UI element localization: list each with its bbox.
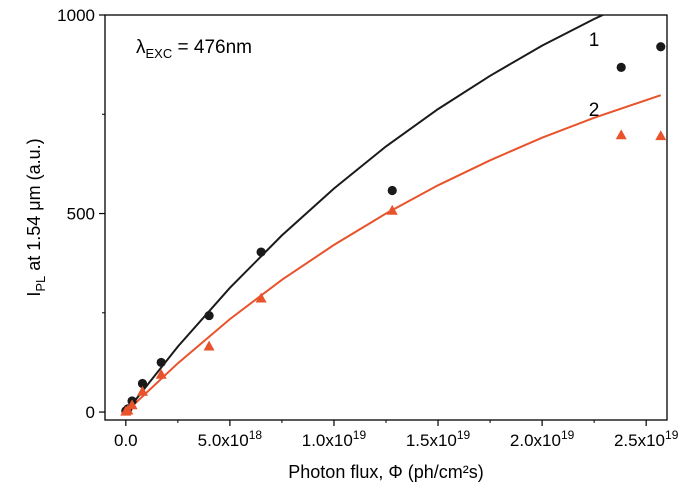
annotation-lambda: λ [136, 37, 146, 58]
x-tick-label-2: 1.0x1019 [302, 428, 367, 450]
fit-curve-series-2 [125, 94, 662, 413]
x-tick-exponent: 19 [353, 428, 367, 442]
x-tick-mantissa: 0.0 [114, 431, 138, 450]
point-series-2-9 [655, 130, 667, 141]
x-axis-title: Photon flux, Φ (ph/cm²s) [288, 462, 483, 482]
x-tick-exponent: 18 [249, 428, 263, 442]
y-tick-label-0: 0 [86, 403, 95, 422]
point-series-2-4 [155, 368, 167, 379]
annotation-subscript: EXC [146, 46, 173, 61]
point-series-2-7 [386, 204, 398, 215]
y-title-subscript: PL [33, 276, 48, 292]
axis-labels: 1 2 λEXC = 476nm Photon flux, Φ (ph/cm²s) IP… [24, 30, 599, 482]
annotation-value: = 476nm [172, 37, 252, 58]
point-series-2-2 [126, 399, 138, 410]
fit-curve-series-1 [125, 15, 606, 413]
y-axis-title: IPL at 1.54 μm (a.u.) [24, 138, 48, 296]
x-tick-exponent: 19 [561, 428, 575, 442]
point-series-2-5 [203, 340, 215, 351]
axis-ticks: 0.0 5.0x1018 1.0x1019 1.5x1019 2.0x1019 2.5x1… [57, 6, 679, 450]
series-label-2: 2 [589, 100, 600, 121]
point-series-1-8 [616, 62, 626, 73]
excitation-wavelength-annotation: λEXC = 476nm [136, 37, 252, 61]
point-series-2-1 [122, 404, 134, 415]
point-series-2-6 [255, 292, 267, 303]
x-tick-mantissa: 5.0x10 [198, 431, 249, 450]
x-tick-exponent: 19 [665, 428, 679, 442]
y-title-rest: at 1.54 μm (a.u.) [24, 138, 44, 275]
fit-curves [125, 15, 662, 413]
x-tick-label-5: 2.5x1019 [614, 428, 679, 450]
x-tick-label-1: 5.0x1018 [198, 428, 263, 450]
x-tick-label-3: 1.5x1019 [406, 428, 471, 450]
y-tick-label-2: 1000 [57, 6, 95, 25]
plot-area [104, 14, 668, 421]
point-series-1-6 [256, 247, 266, 257]
series-label-1: 1 [589, 30, 600, 51]
x-tick-label-4: 2.0x1019 [510, 428, 575, 450]
x-tick-mantissa: 2.5x10 [614, 431, 665, 450]
point-series-1-4 [156, 357, 166, 368]
point-series-2-8 [615, 129, 627, 140]
plot-frame [104, 14, 668, 421]
point-series-1-9 [656, 42, 666, 52]
x-tick-exponent: 19 [457, 428, 471, 442]
point-series-1-3 [137, 378, 148, 389]
y-tick-label-1: 500 [67, 205, 95, 224]
x-tick-label-0: 0.0 [114, 431, 138, 450]
x-tick-mantissa: 2.0x10 [510, 431, 561, 450]
data-points [120, 42, 667, 416]
x-tick-mantissa: 1.5x10 [406, 431, 457, 450]
point-series-2-3 [136, 385, 148, 396]
x-tick-mantissa: 1.0x10 [302, 431, 353, 450]
y-title-main: I [24, 292, 44, 297]
point-series-1-7 [387, 185, 397, 196]
point-series-1-5 [204, 310, 214, 321]
